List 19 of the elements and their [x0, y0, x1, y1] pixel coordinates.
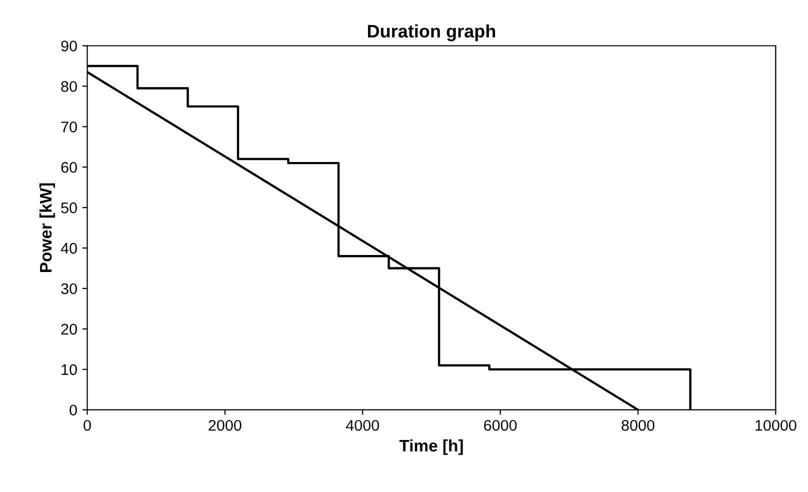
x-tick-label: 2000	[208, 420, 242, 431]
x-tick-label: 8000	[622, 420, 654, 431]
chart-title: Duration graph	[368, 24, 496, 42]
y-tick-label: 40	[60, 242, 77, 254]
y-axis-title: Power [kW]	[39, 183, 55, 272]
y-tick-label: 30	[61, 283, 77, 294]
y-tick-label: 70	[61, 122, 77, 132]
x-tick-label: 4000	[346, 420, 380, 431]
y-tick-label: 80	[61, 81, 77, 92]
y-tick-label: 10	[62, 364, 77, 376]
y-tick-label: 60	[61, 162, 77, 173]
x-tick-label: 10000	[756, 420, 796, 431]
y-tick-label: 50	[61, 202, 77, 214]
x-tick-label: 6000	[484, 420, 517, 431]
y-tick-label: 90	[61, 40, 77, 52]
x-tick-label: 0	[84, 420, 91, 431]
y-tick-label: 0	[70, 404, 77, 416]
x-axis-title: Time [h]	[399, 439, 463, 455]
y-tick-label: 20	[61, 324, 77, 335]
